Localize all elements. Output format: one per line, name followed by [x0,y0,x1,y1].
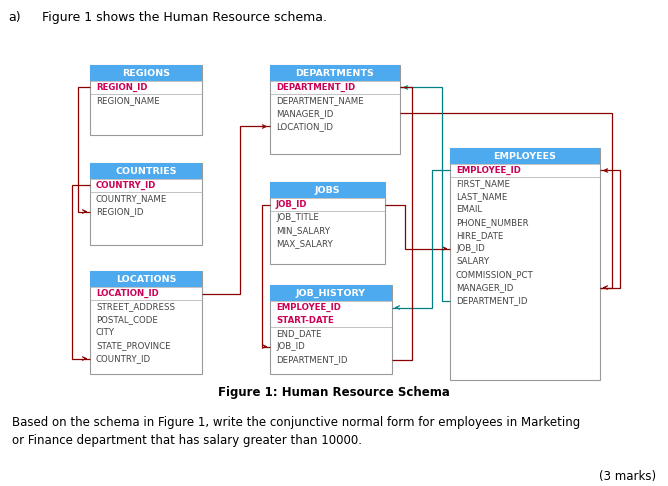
Bar [270,285,392,301]
Text: DEPARTMENTS: DEPARTMENTS [296,69,374,77]
Text: REGION_ID: REGION_ID [96,207,144,216]
Text: END_DATE: END_DATE [276,329,321,338]
Text: COUNTRIES: COUNTRIES [116,167,177,175]
Bar [90,271,202,287]
Bar [90,163,202,179]
Text: COUNTRY_ID: COUNTRY_ID [96,181,156,190]
Text: JOB_TITLE: JOB_TITLE [276,213,319,222]
Text: REGIONS: REGIONS [122,69,170,77]
Text: POSTAL_CODE: POSTAL_CODE [96,315,158,324]
Text: PHONE_NUMBER: PHONE_NUMBER [456,218,528,227]
Text: CITY: CITY [96,328,115,337]
Bar [450,148,600,380]
Text: LAST_NAME: LAST_NAME [456,192,508,201]
Text: JOB_ID: JOB_ID [276,200,307,209]
Text: REGION_ID: REGION_ID [96,83,148,92]
Text: FIRST_NAME: FIRST_NAME [456,179,510,188]
Text: LOCATION_ID: LOCATION_ID [276,122,333,131]
Bar [450,148,600,164]
Text: Based on the schema in Figure 1, write the conjunctive normal form for employees: Based on the schema in Figure 1, write t… [12,416,580,429]
Text: (3 marks): (3 marks) [599,470,656,483]
Text: HIRE_DATE: HIRE_DATE [456,231,504,240]
Bar [90,163,202,245]
Text: LOCATIONS: LOCATIONS [116,275,176,283]
Text: REGION_NAME: REGION_NAME [96,96,160,105]
Text: SALARY: SALARY [456,257,489,266]
Bar [90,271,202,374]
Text: COUNTRY_ID: COUNTRY_ID [96,354,151,363]
Bar [270,182,385,198]
Bar [270,285,392,374]
Text: Figure 1: Human Resource Schema: Figure 1: Human Resource Schema [218,385,450,399]
Text: DEPARTMENT_ID: DEPARTMENT_ID [276,83,355,92]
Bar [270,65,400,154]
Text: EMPLOYEES: EMPLOYEES [494,152,556,160]
Text: JOB_ID: JOB_ID [456,244,485,253]
Text: START-DATE: START-DATE [276,316,334,325]
Text: STATE_PROVINCE: STATE_PROVINCE [96,341,170,350]
Text: DEPARTMENT_ID: DEPARTMENT_ID [456,296,528,305]
Text: MANAGER_ID: MANAGER_ID [456,283,514,292]
Text: or Finance department that has salary greater than 10000.: or Finance department that has salary gr… [12,434,362,447]
Text: COMMISSION_PCT: COMMISSION_PCT [456,270,534,279]
Text: EMAIL: EMAIL [456,205,482,214]
Text: MANAGER_ID: MANAGER_ID [276,109,333,118]
Bar [270,65,400,81]
Bar [90,65,202,135]
Text: JOB_HISTORY: JOB_HISTORY [296,288,366,297]
Bar [90,65,202,81]
Text: DEPARTMENT_ID: DEPARTMENT_ID [276,355,347,364]
Text: LOCATION_ID: LOCATION_ID [96,289,159,298]
Text: EMPLOYEE_ID: EMPLOYEE_ID [276,303,341,312]
Text: DEPARTMENT_NAME: DEPARTMENT_NAME [276,96,364,105]
Text: MIN_SALARY: MIN_SALARY [276,226,330,235]
Text: EMPLOYEE_ID: EMPLOYEE_ID [456,166,521,175]
Text: JOB_ID: JOB_ID [276,342,305,351]
Bar [270,182,385,264]
Text: MAX_SALARY: MAX_SALARY [276,239,333,248]
Text: STREET_ADDRESS: STREET_ADDRESS [96,302,175,311]
Text: Figure 1 shows the Human Resource schema.: Figure 1 shows the Human Resource schema… [42,12,327,24]
Text: a): a) [8,12,21,24]
Text: JOBS: JOBS [315,186,340,194]
Text: COUNTRY_NAME: COUNTRY_NAME [96,194,168,203]
